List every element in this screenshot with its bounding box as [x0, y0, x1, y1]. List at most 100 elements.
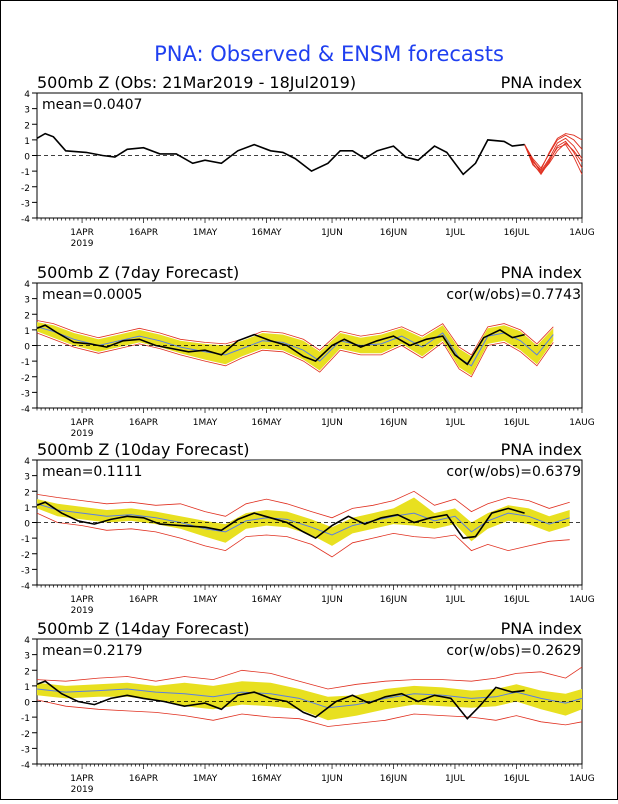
y-tick-label: -3 [21, 745, 30, 755]
figure-title: PNA: Observed & ENSM forecasts [154, 42, 504, 66]
y-tick-label: -4 [21, 761, 30, 771]
envelope-upper-line [36, 320, 554, 356]
y-tick-label: 2 [24, 121, 30, 131]
observed-line [36, 324, 525, 366]
x-tick-label: 1AUG [569, 774, 594, 784]
panel-title: 500mb Z (14day Forecast) [37, 619, 249, 638]
y-tick-label: 3 [24, 296, 30, 306]
envelope-upper-line [36, 490, 570, 519]
pna-panel-2: 500mb Z (7day Forecast) PNA index mean=0.0… [21, 263, 595, 439]
x-tick-label: 1MAY [193, 774, 218, 784]
x-tick-label: 1JUL [445, 228, 465, 238]
y-tick-label: 2 [24, 488, 30, 498]
x-tick-label: 16MAY [251, 418, 282, 428]
x-tick-label: 1AUG [569, 228, 594, 238]
x-tick-label: 16JUN [380, 774, 407, 784]
x-tick-label: 16APR [129, 774, 158, 784]
cor-label: cor(w/obs)=0.2629 [446, 643, 581, 659]
y-tick-label: -1 [21, 535, 30, 545]
index-label: PNA index [501, 440, 582, 459]
y-tick-label: 1 [24, 683, 30, 693]
x-tick-label: 1JUL [445, 418, 465, 428]
y-tick-label: -3 [21, 389, 30, 399]
y-tick-label: 3 [24, 106, 30, 116]
panel-title: 500mb Z (10day Forecast) [37, 440, 249, 459]
observed-line [36, 501, 525, 540]
x-tick-label: 1APR [70, 418, 94, 428]
y-tick-label: 2 [24, 311, 30, 321]
x-tick-label: 1JUL [445, 595, 465, 605]
y-tick-label: 1 [24, 327, 30, 337]
cor-label: cor(w/obs)=0.6379 [446, 464, 581, 480]
x-tick-label: 16JUL [504, 774, 530, 784]
y-tick-label: 4 [24, 90, 30, 100]
x-tick-label: 16JUL [504, 595, 530, 605]
spread-band [37, 497, 570, 546]
pna-panel-3: 500mb Z (10day Forecast) PNA index mean=0.… [21, 440, 595, 616]
year-label: 2019 [71, 239, 94, 249]
year-label: 2019 [71, 785, 94, 795]
x-tick-label: 1APR [70, 595, 94, 605]
envelope-lower-line [36, 699, 583, 727]
x-tick-label: 16JUN [380, 228, 407, 238]
y-tick-label: -4 [21, 215, 30, 225]
index-label: PNA index [501, 263, 582, 282]
ensemble-mean-line [36, 326, 554, 367]
y-tick-label: -2 [21, 551, 30, 561]
forecast-member-line-4 [524, 144, 583, 175]
mean-label: mean=0.2179 [42, 643, 142, 659]
panel-title: 500mb Z (Obs: 21Mar2019 - 18Jul2019) [37, 73, 356, 92]
y-tick-label: 1 [24, 504, 30, 514]
x-tick-label: 16JUL [504, 418, 530, 428]
x-tick-label: 1MAY [193, 228, 218, 238]
forecast-member-line-6 [524, 142, 583, 174]
y-tick-label: 4 [24, 636, 30, 646]
y-tick-label: -1 [21, 168, 30, 178]
x-tick-label: 16JUL [504, 228, 530, 238]
y-tick-label: -4 [21, 582, 30, 592]
year-label: 2019 [71, 429, 94, 439]
mean-label: mean=0.0407 [42, 97, 142, 113]
x-tick-label: 16MAY [251, 774, 282, 784]
x-tick-label: 16JUN [380, 418, 407, 428]
x-tick-label: 16MAY [251, 595, 282, 605]
y-tick-label: -3 [21, 199, 30, 209]
x-tick-label: 1AUG [569, 418, 594, 428]
index-label: PNA index [501, 619, 582, 638]
y-tick-label: -4 [21, 405, 30, 415]
spread-band [37, 681, 582, 721]
x-tick-label: 1JUN [321, 774, 343, 784]
x-tick-label: 16MAY [251, 228, 282, 238]
y-tick-label: 1 [24, 137, 30, 147]
forecast-member-line-3 [524, 134, 583, 169]
x-tick-label: 16APR [129, 418, 158, 428]
plot-area [36, 92, 583, 219]
y-tick-label: -3 [21, 566, 30, 576]
envelope-lower-line [36, 332, 554, 378]
envelope-lower-line [36, 512, 570, 558]
observed-line [36, 680, 525, 720]
y-tick-label: -2 [21, 184, 30, 194]
y-tick-label: 0 [24, 153, 30, 163]
x-tick-label: 1APR [70, 228, 94, 238]
x-tick-label: 1JUL [445, 774, 465, 784]
y-tick-label: 3 [24, 473, 30, 483]
x-tick-label: 1AUG [569, 595, 594, 605]
x-tick-label: 1JUN [321, 418, 343, 428]
y-tick-label: -1 [21, 358, 30, 368]
mean-label: mean=0.1111 [42, 464, 142, 480]
x-tick-label: 16APR [129, 228, 158, 238]
pna-panel-4: 500mb Z (14day Forecast) PNA index mean=0.… [21, 619, 595, 795]
y-tick-label: 2 [24, 667, 30, 677]
observed-line [36, 132, 525, 176]
index-label: PNA index [501, 73, 582, 92]
x-tick-label: 16APR [129, 595, 158, 605]
y-tick-label: 4 [24, 457, 30, 467]
y-tick-label: 0 [24, 699, 30, 709]
x-tick-label: 1JUN [321, 228, 343, 238]
x-tick-label: 16JUN [380, 595, 407, 605]
pna-panel-1: 500mb Z (Obs: 21Mar2019 - 18Jul2019) PNA … [21, 73, 595, 249]
panel-title: 500mb Z (7day Forecast) [37, 263, 239, 282]
